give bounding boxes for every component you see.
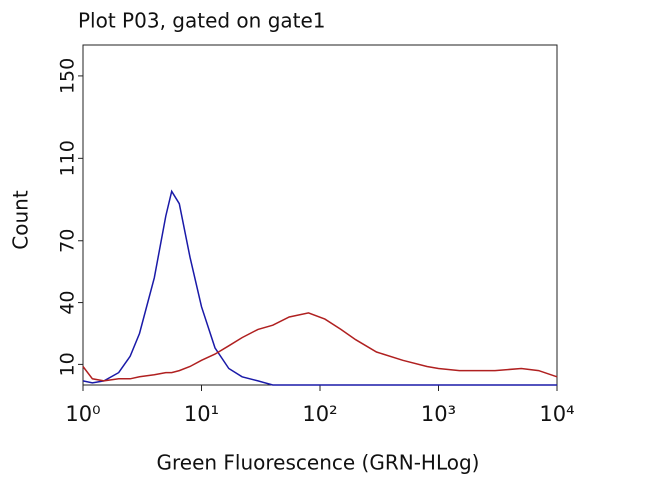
x-axis-label: Green Fluorescence (GRN-HLog) (157, 451, 480, 475)
plot-frame (82, 44, 558, 386)
y-tick-label: 150 (57, 58, 79, 94)
x-tick-label: 10³ (421, 402, 456, 426)
y-tick-label: 70 (57, 229, 79, 253)
y-tick-label: 40 (57, 290, 79, 314)
x-tick-label: 10² (302, 402, 337, 426)
x-tick-label: 10¹ (184, 402, 219, 426)
data-line (82, 312, 558, 382)
chart-title: Plot P03, gated on gate1 (78, 9, 326, 33)
y-tick-label: 10 (57, 352, 79, 376)
y-axis-label: Count (9, 190, 33, 250)
y-tick-label: 110 (57, 140, 79, 176)
data-line (82, 189, 557, 386)
x-tick-label: 10⁴ (539, 402, 574, 426)
x-tick-label: 10⁰ (65, 402, 100, 426)
